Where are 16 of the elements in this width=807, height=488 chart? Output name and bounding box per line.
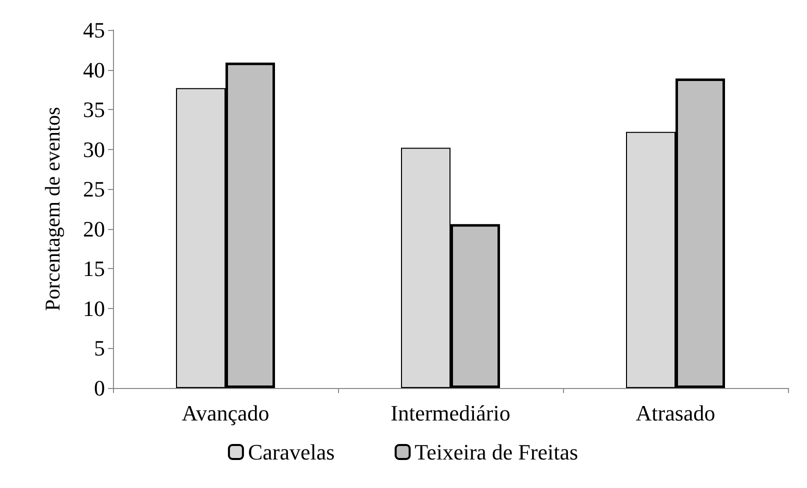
x-tick-label: Intermediário — [390, 400, 510, 426]
y-tick-label: 15 — [83, 256, 105, 282]
y-tick-label: 10 — [83, 296, 105, 321]
legend-label: Caravelas — [248, 440, 335, 464]
y-tick-label: 0 — [94, 376, 105, 400]
y-tick-label: 25 — [83, 176, 105, 202]
y-tick-label: 20 — [83, 216, 105, 242]
y-tick-label: 30 — [83, 136, 105, 162]
x-tick-label: Avançado — [182, 400, 270, 426]
y-tick-label: 40 — [83, 57, 105, 82]
y-tick-label: 35 — [83, 97, 105, 122]
x-tick-label: Atrasado — [636, 400, 716, 426]
y-axis-title: Porcentagem de eventos — [40, 106, 64, 312]
legend-label: Teixeira de Freitas — [414, 440, 578, 464]
y-tick-label: 5 — [94, 336, 105, 361]
y-tick-label: 45 — [83, 18, 105, 42]
